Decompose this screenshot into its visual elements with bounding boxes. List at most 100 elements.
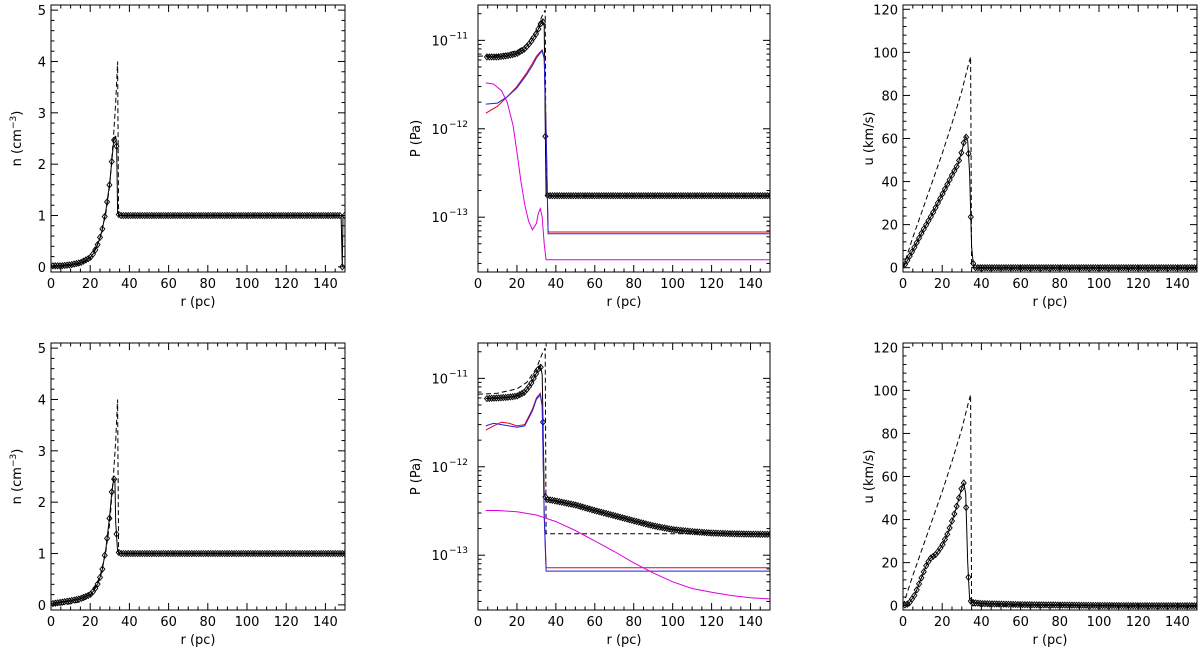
data-point-marker [537, 363, 544, 371]
series-line-red-component [485, 48, 770, 233]
series-line-analytic [51, 61, 345, 268]
data-point-marker [673, 191, 680, 200]
data-point-marker [1000, 263, 1007, 272]
data-point-marker [567, 500, 575, 508]
data-point-marker [736, 191, 743, 200]
x-tick-label: 120 [699, 615, 724, 630]
data-point-marker [1092, 263, 1099, 272]
data-point-marker [75, 259, 82, 267]
x-axis-label: r (pc) [606, 295, 641, 310]
data-point-marker [195, 549, 202, 558]
data-point-marker [139, 549, 146, 558]
data-point-marker [663, 524, 670, 533]
data-point-marker [738, 191, 745, 200]
data-point-marker [165, 549, 172, 558]
data-point-marker [920, 568, 927, 576]
data-point-marker [332, 549, 339, 558]
y-tick-label: 5 [38, 342, 46, 357]
data-point-marker [1127, 263, 1134, 272]
data-point-marker [63, 261, 71, 269]
data-point-marker [1167, 263, 1174, 272]
data-point-marker [1120, 601, 1127, 610]
chart-panel-1: 0 20 40 60 80 100 120 140 0 1 2 3 4 5 r (pc) n (cm−3) [9, 4, 346, 310]
data-point-marker [719, 191, 726, 200]
data-point-marker [1104, 601, 1111, 610]
data-point-marker [593, 191, 600, 200]
data-point-marker [153, 549, 160, 558]
data-point-marker [726, 529, 733, 538]
x-tick-label: 40 [548, 615, 565, 630]
data-point-marker [986, 263, 993, 272]
data-point-marker [705, 191, 712, 200]
data-point-marker [1115, 601, 1123, 610]
x-axis-label: r (pc) [1032, 633, 1067, 648]
data-point-marker [733, 530, 740, 538]
data-point-marker [73, 259, 80, 268]
data-point-marker [640, 191, 647, 200]
data-point-marker [1085, 263, 1092, 272]
data-point-marker [153, 211, 160, 220]
data-point-marker [1177, 263, 1184, 272]
data-point-marker [621, 191, 628, 200]
data-point-marker [1010, 263, 1017, 272]
data-point-marker [242, 211, 249, 220]
data-point-marker [1104, 263, 1111, 272]
data-point-marker [1165, 263, 1172, 272]
x-tick-label: 120 [274, 277, 299, 292]
data-point-marker [1035, 263, 1043, 272]
data-point-marker [1082, 601, 1090, 610]
data-point-marker [745, 191, 752, 200]
data-point-marker [61, 597, 68, 606]
data-point-marker [1010, 600, 1017, 609]
data-point-marker [329, 211, 336, 220]
data-point-marker [955, 156, 963, 165]
series-line-simulation [51, 478, 345, 605]
y-tick-label: 20 [881, 557, 898, 572]
plot-area [478, 9, 770, 261]
data-point-marker [223, 549, 231, 558]
data-point-marker [134, 211, 141, 220]
data-point-marker [122, 549, 129, 558]
data-point-marker [75, 595, 82, 603]
data-point-marker [1000, 600, 1007, 608]
data-point-marker [511, 50, 519, 58]
data-point-marker [1193, 263, 1197, 272]
data-point-marker [1122, 601, 1130, 610]
data-point-marker [209, 549, 216, 558]
data-point-marker [125, 211, 132, 220]
data-point-marker [1144, 601, 1151, 610]
y-tick-label: 4 [38, 393, 46, 408]
data-point-marker [1078, 601, 1085, 609]
data-point-marker [1094, 263, 1101, 272]
data-point-marker [1167, 601, 1174, 610]
data-point-marker [280, 211, 287, 220]
data-point-marker [986, 600, 993, 608]
data-point-marker [1057, 263, 1064, 272]
data-point-marker [339, 549, 345, 558]
data-point-marker [710, 191, 717, 200]
data-point-marker [584, 191, 591, 200]
data-point-marker [186, 549, 193, 558]
data-point-marker [111, 136, 118, 144]
data-point-marker [684, 191, 691, 200]
data-point-marker [642, 191, 649, 200]
data-point-marker [661, 524, 668, 532]
data-point-marker [1040, 263, 1047, 272]
series-line-analytic [903, 56, 1197, 269]
data-point-marker [944, 180, 951, 189]
data-point-marker [1158, 263, 1165, 272]
data-point-marker [761, 530, 769, 539]
data-point-marker [1113, 601, 1120, 610]
data-point-marker [80, 593, 87, 602]
y-axis-label-superscript: −3 [9, 454, 19, 467]
data-point-marker [230, 549, 238, 558]
data-point-marker [497, 394, 505, 402]
data-point-marker [1068, 601, 1076, 609]
data-point-marker [108, 488, 115, 496]
data-point-marker [675, 191, 682, 200]
data-point-marker [906, 252, 913, 260]
data-point-marker [1073, 263, 1080, 272]
data-point-marker [1054, 601, 1061, 609]
data-point-marker [668, 525, 675, 534]
